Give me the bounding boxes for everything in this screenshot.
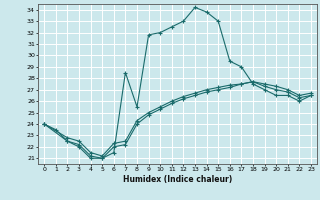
X-axis label: Humidex (Indice chaleur): Humidex (Indice chaleur) bbox=[123, 175, 232, 184]
